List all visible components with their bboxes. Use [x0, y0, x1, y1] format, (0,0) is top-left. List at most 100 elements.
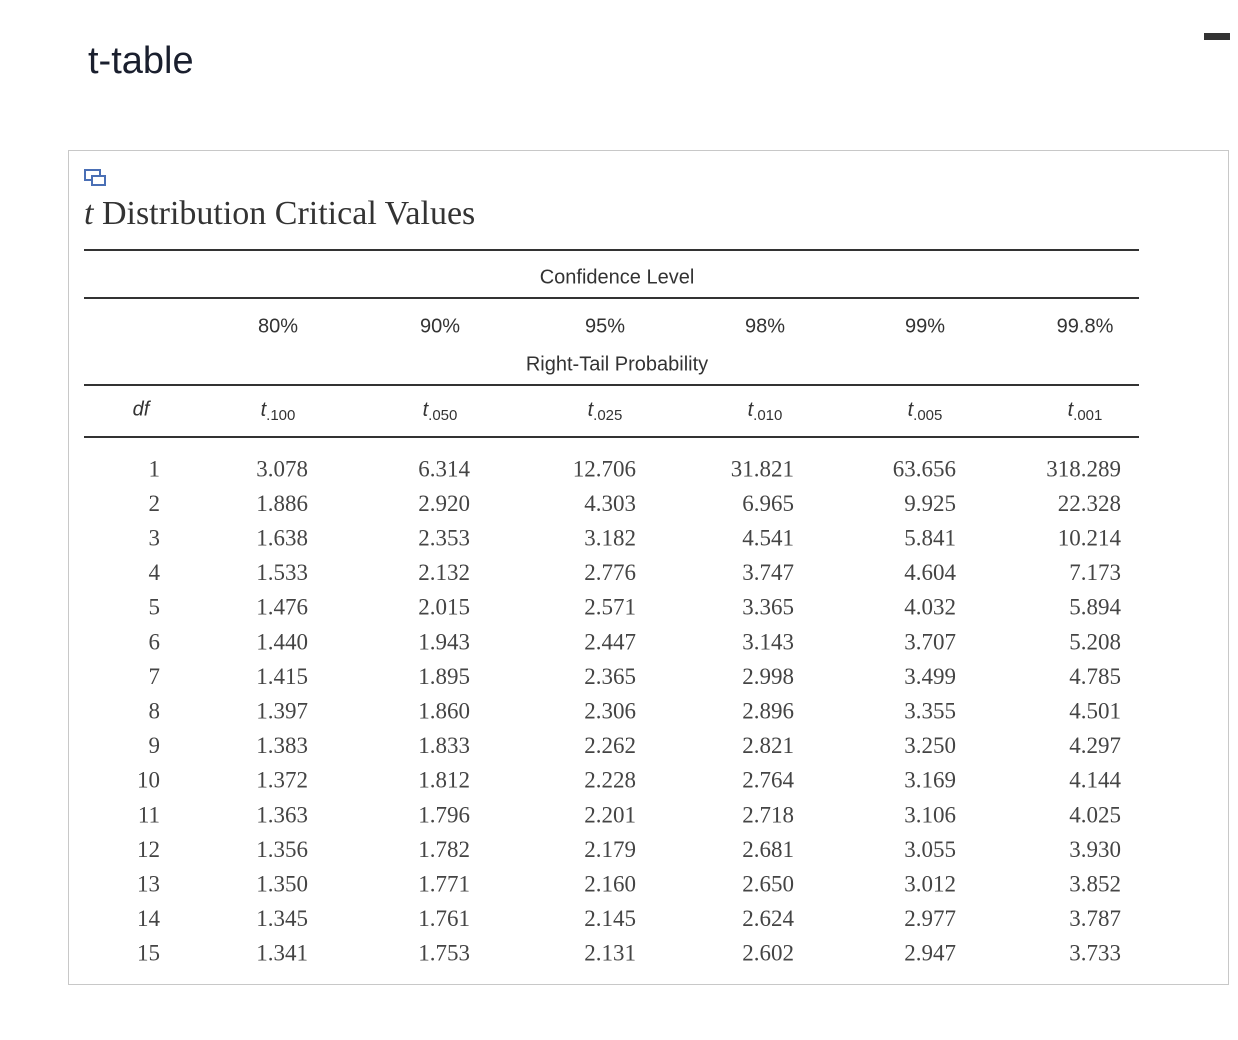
- critical-value: 4.501: [1069, 698, 1121, 723]
- critical-value: 1.638: [256, 525, 308, 550]
- column-subscript: .010: [753, 407, 782, 424]
- critical-value: 2.353: [418, 525, 470, 550]
- df-value: 13: [137, 871, 160, 896]
- critical-value: 2.145: [584, 906, 636, 931]
- critical-value: 3.707: [904, 629, 956, 654]
- critical-value: 4.785: [1069, 664, 1121, 689]
- critical-value: 10.214: [1058, 525, 1122, 550]
- column-symbol: t: [423, 399, 430, 421]
- confidence-level: 98%: [745, 315, 785, 337]
- critical-value: 6.314: [418, 456, 470, 481]
- critical-value: 6.965: [742, 491, 794, 516]
- critical-value: 5.894: [1069, 595, 1121, 620]
- critical-value: 4.032: [904, 595, 956, 620]
- critical-value: 3.499: [904, 664, 956, 689]
- critical-value: 4.297: [1069, 733, 1121, 758]
- column-symbol: t: [908, 399, 915, 421]
- critical-value: 3.930: [1069, 837, 1121, 862]
- critical-value: 2.132: [418, 560, 470, 585]
- column-symbol: t: [748, 399, 755, 421]
- critical-value: 3.747: [742, 560, 794, 585]
- critical-value: 4.604: [904, 560, 956, 585]
- df-value: 7: [149, 664, 161, 689]
- group-label: Confidence Level: [540, 266, 695, 288]
- critical-value: 1.771: [418, 871, 470, 896]
- critical-value: 3.733: [1069, 941, 1121, 966]
- column-subscript: .001: [1073, 407, 1102, 424]
- column-subscript: .100: [266, 407, 295, 424]
- title-text: Distribution Critical Values: [102, 195, 475, 232]
- critical-value: 2.896: [742, 698, 794, 723]
- critical-value: 3.852: [1069, 871, 1121, 896]
- critical-value: 12.706: [573, 456, 636, 481]
- critical-value: 4.303: [584, 491, 636, 516]
- column-symbol: t: [588, 399, 595, 421]
- critical-value: 2.776: [584, 560, 636, 585]
- critical-value: 1.356: [256, 837, 308, 862]
- table-frame: [68, 150, 1229, 985]
- df-value: 3: [149, 525, 161, 550]
- critical-value: 1.943: [418, 629, 470, 654]
- critical-value: 3.012: [904, 871, 956, 896]
- critical-value: 1.782: [418, 837, 470, 862]
- column-header: t.001: [1068, 399, 1103, 424]
- column-header: t.005: [908, 399, 943, 424]
- minimize-icon[interactable]: [1204, 33, 1230, 40]
- df-value: 6: [149, 629, 161, 654]
- critical-value: 5.841: [904, 525, 956, 550]
- column-subscript: .025: [593, 407, 622, 424]
- critical-value: 3.143: [742, 629, 794, 654]
- critical-value: 1.341: [256, 941, 308, 966]
- critical-value: 1.895: [418, 664, 470, 689]
- critical-value: 2.131: [584, 941, 636, 966]
- column-header: t.050: [423, 399, 458, 424]
- critical-value: 2.998: [742, 664, 794, 689]
- critical-value: 31.821: [731, 456, 794, 481]
- critical-value: 2.306: [584, 698, 636, 723]
- critical-value: 2.977: [904, 906, 956, 931]
- df-value: 14: [137, 906, 161, 931]
- critical-value: 2.764: [742, 768, 794, 793]
- critical-value: 3.169: [904, 768, 956, 793]
- confidence-level: 90%: [420, 315, 460, 337]
- critical-value: 2.602: [742, 941, 794, 966]
- critical-value: 5.208: [1069, 629, 1121, 654]
- critical-value: 1.415: [256, 664, 308, 689]
- table: t Distribution Critical Values Confidenc…: [84, 195, 1139, 966]
- critical-value: 3.055: [904, 837, 956, 862]
- critical-value: 2.681: [742, 837, 794, 862]
- critical-value: 4.144: [1069, 768, 1121, 793]
- confidence-level: 99.8%: [1057, 315, 1114, 337]
- critical-value: 2.179: [584, 837, 636, 862]
- critical-value: 1.372: [256, 768, 308, 793]
- df-value: 15: [137, 941, 160, 966]
- critical-value: 2.718: [742, 802, 794, 827]
- critical-value: 2.228: [584, 768, 636, 793]
- critical-value: 3.355: [904, 698, 956, 723]
- critical-value: 2.365: [584, 664, 636, 689]
- critical-value: 2.650: [742, 871, 794, 896]
- critical-value: 1.350: [256, 871, 308, 896]
- critical-value: 1.833: [418, 733, 470, 758]
- confidence-level: 99%: [905, 315, 945, 337]
- column-subscript: .005: [913, 407, 942, 424]
- critical-value: 1.753: [418, 941, 470, 966]
- critical-value: 2.262: [584, 733, 636, 758]
- expand-icon[interactable]: [84, 169, 106, 186]
- page-title: t-table: [88, 40, 194, 82]
- df-value: 11: [138, 802, 160, 827]
- critical-value: 3.365: [742, 595, 794, 620]
- critical-value: 2.160: [584, 871, 636, 896]
- critical-value: 1.383: [256, 733, 308, 758]
- critical-value: 2.201: [584, 802, 636, 827]
- critical-value: 2.447: [584, 629, 636, 654]
- critical-value: 1.363: [256, 802, 308, 827]
- column-subscript: .050: [428, 407, 457, 424]
- critical-value: 1.345: [256, 906, 308, 931]
- critical-value: 22.328: [1058, 491, 1121, 516]
- table-title: t Distribution Critical Values: [84, 195, 475, 232]
- column-header: t.025: [588, 399, 623, 424]
- critical-value: 1.812: [418, 768, 470, 793]
- df-value: 10: [137, 768, 160, 793]
